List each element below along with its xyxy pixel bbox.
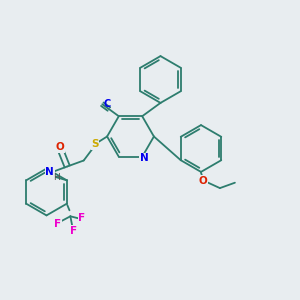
Text: S: S xyxy=(91,139,99,149)
Text: F: F xyxy=(54,219,61,229)
Text: H: H xyxy=(53,173,60,182)
Text: F: F xyxy=(70,226,77,236)
Text: O: O xyxy=(56,142,65,152)
Text: O: O xyxy=(198,176,207,186)
Text: N: N xyxy=(45,167,54,177)
Text: N: N xyxy=(140,153,148,163)
Text: C: C xyxy=(103,99,111,109)
Text: F: F xyxy=(78,213,85,223)
